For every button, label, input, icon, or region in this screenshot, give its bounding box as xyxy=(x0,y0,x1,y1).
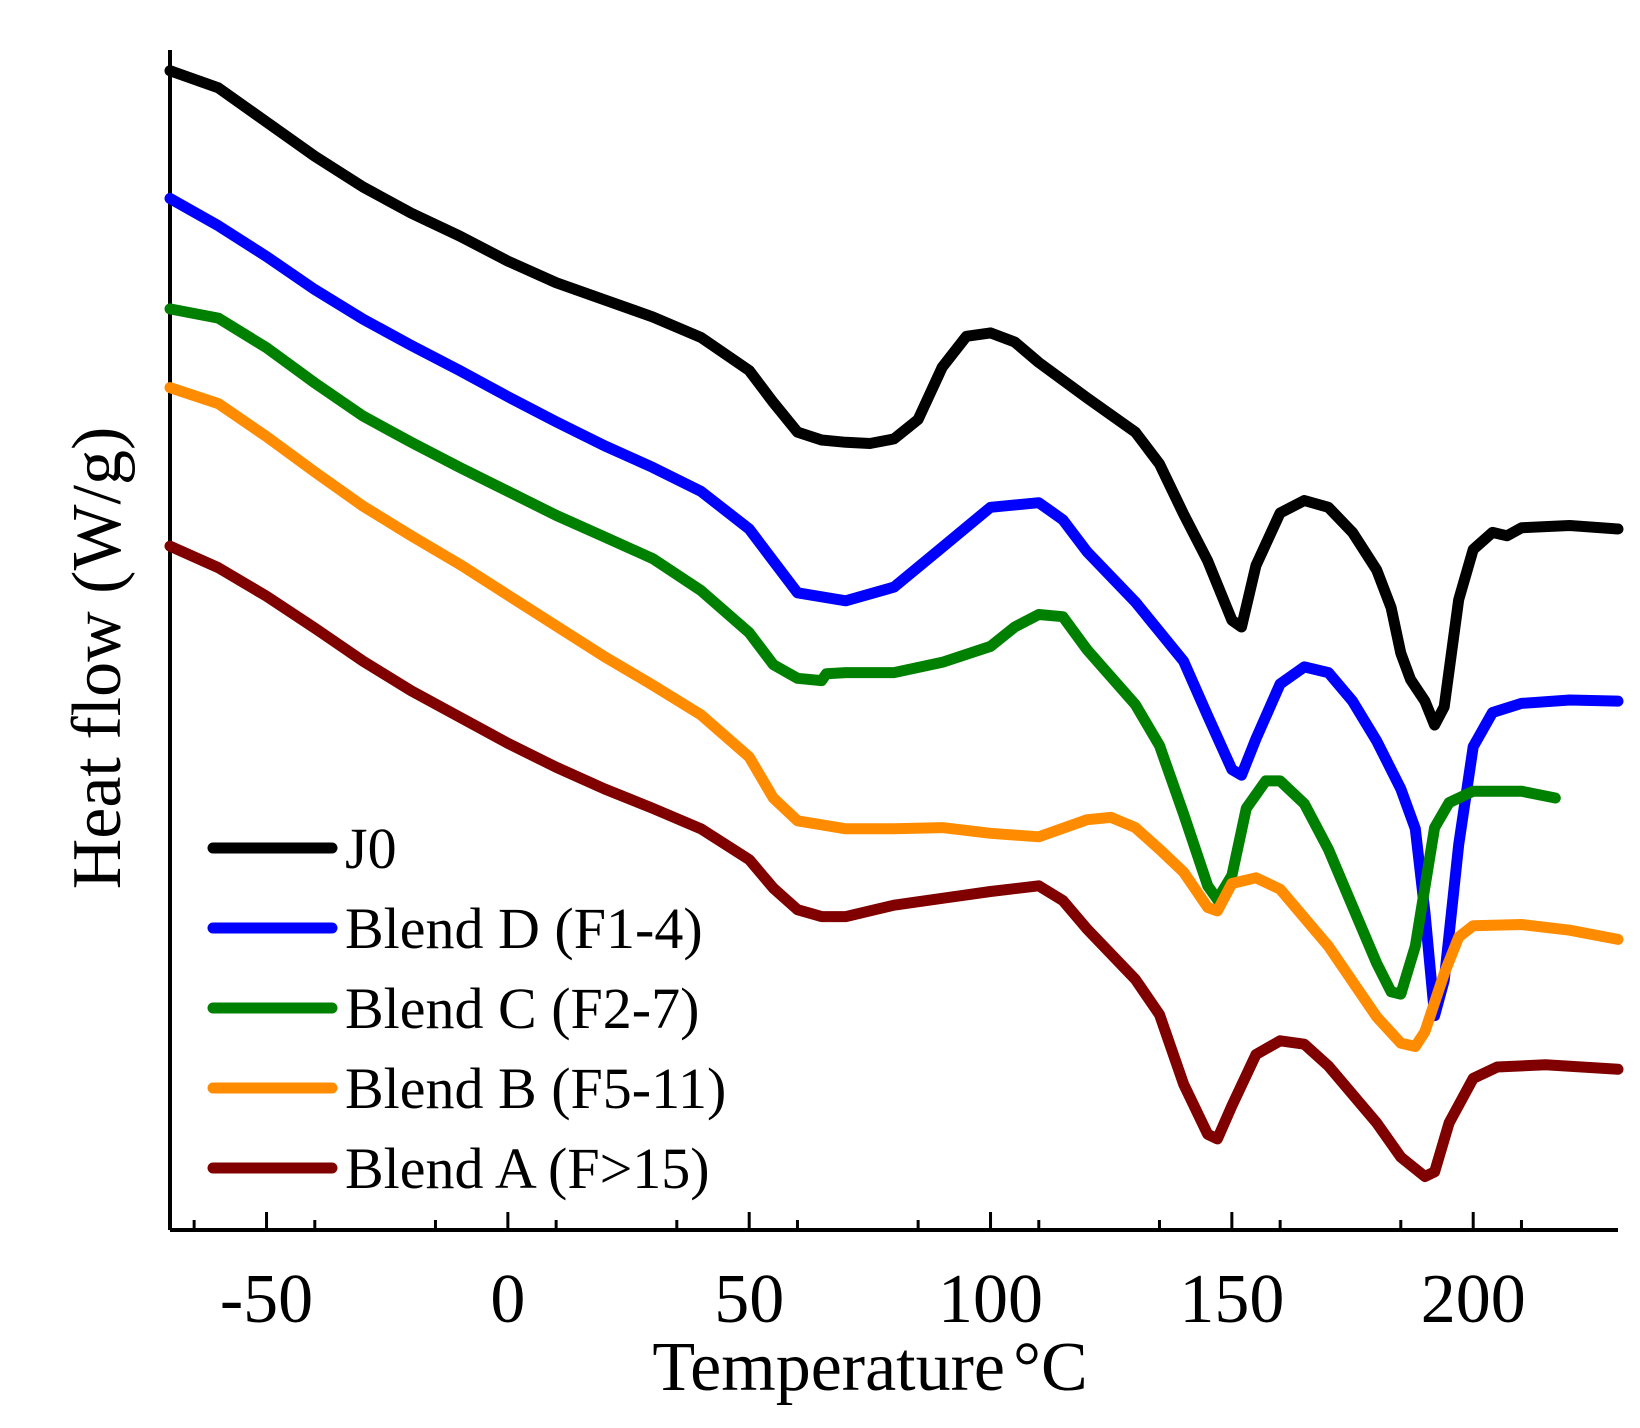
legend-label-3: Blend B (F5-11) xyxy=(345,1056,726,1121)
series-line-1 xyxy=(164,192,1624,1022)
legend-label-0: J0 xyxy=(345,816,397,881)
x-tick-label: 150 xyxy=(1179,1261,1284,1338)
legend-label-1: Blend D (F1-4) xyxy=(345,896,703,961)
x-tick-label: 100 xyxy=(938,1261,1043,1338)
x-axis-title: Temperature °C xyxy=(652,1329,1087,1406)
series-line-0 xyxy=(164,65,1624,731)
x-tick-label: -50 xyxy=(220,1261,313,1338)
y-axis-title: Heat flow (W/g) xyxy=(59,427,136,890)
series-layer xyxy=(164,65,1624,1182)
x-tick-label: 0 xyxy=(490,1261,525,1338)
x-tick-label: 200 xyxy=(1421,1261,1526,1338)
x-axis-title-text: Temperature xyxy=(652,1329,1005,1406)
axes: -50 0 50 100 150 200 xyxy=(168,50,1618,1338)
x-axis-title-unit: °C xyxy=(1013,1329,1088,1406)
legend-label-2: Blend C (F2-7) xyxy=(345,976,699,1041)
legend: J0 Blend D (F1-4) Blend C (F2-7) Blend B (F… xyxy=(207,816,726,1201)
x-tick-label: 50 xyxy=(714,1261,784,1338)
series-line-4 xyxy=(164,540,1624,1182)
series-line-2 xyxy=(164,303,1561,1000)
series-line-3 xyxy=(164,382,1624,1052)
legend-label-4: Blend A (F>15) xyxy=(345,1136,710,1201)
